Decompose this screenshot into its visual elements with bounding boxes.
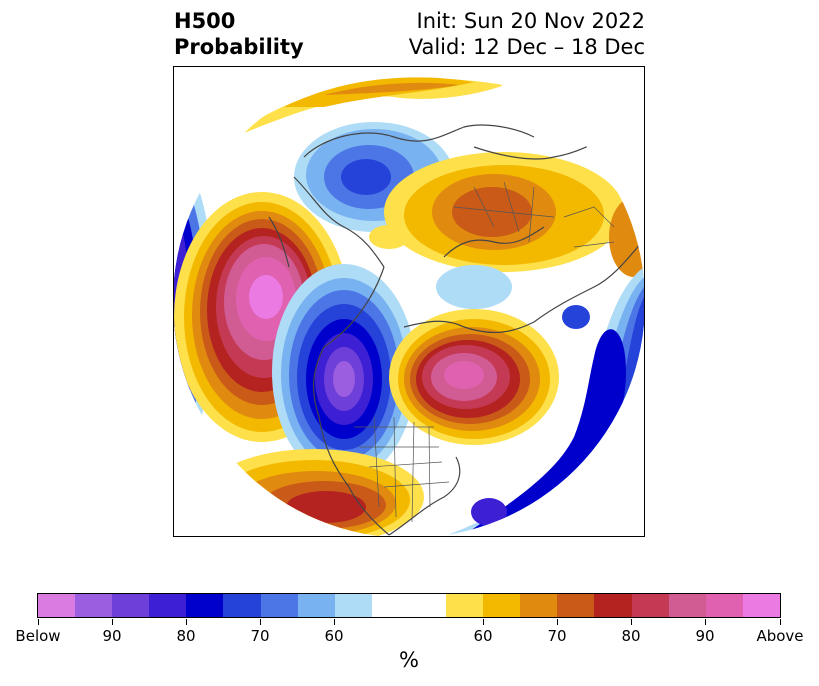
colorbar	[37, 593, 781, 618]
colorbar-tick-label: 60	[324, 627, 344, 645]
probability-map	[174, 67, 644, 536]
colorbar-segment	[260, 594, 298, 617]
valid-range: Valid: 12 Dec – 18 Dec	[408, 35, 645, 59]
colorbar-tick-label: 80	[621, 627, 641, 645]
init-date: Init: Sun 20 Nov 2022	[416, 9, 645, 33]
colorbar-tick	[112, 619, 113, 625]
colorbar-segment	[705, 594, 743, 617]
colorbar-tick	[483, 619, 484, 625]
anomaly-western-na-below	[272, 264, 416, 480]
colorbar-segment	[334, 594, 372, 617]
colorbar-tick-label: Above	[756, 627, 804, 645]
anomaly-arctic-below	[436, 265, 512, 309]
colorbar-tick	[780, 619, 781, 625]
map-panel	[173, 66, 645, 537]
colorbar-segment	[483, 594, 521, 617]
colorbar-segment	[446, 594, 484, 617]
colorbar-segment	[112, 594, 150, 617]
colorbar-tick-label: 80	[176, 627, 196, 645]
colorbar-segment	[186, 594, 224, 617]
colorbar-segment	[631, 594, 669, 617]
colorbar-tick	[631, 619, 632, 625]
political-borders	[354, 181, 615, 523]
colorbar-tick-label: 90	[695, 627, 715, 645]
colorbar-unit: %	[399, 648, 419, 672]
forecast-info: Init: Sun 20 Nov 2022 Valid: 12 Dec – 18…	[409, 8, 645, 60]
anomaly-canada-above	[389, 309, 559, 445]
colorbar-tick	[557, 619, 558, 625]
anomaly-small-above	[369, 225, 409, 249]
colorbar-segment	[520, 594, 558, 617]
map-title: H500 Probability	[174, 8, 304, 60]
colorbar-tick	[705, 619, 706, 625]
colorbar-segment	[742, 594, 780, 617]
colorbar-segment	[223, 594, 261, 617]
colorbar-segment	[75, 594, 113, 617]
colorbar-segment	[371, 594, 447, 617]
colorbar-segment	[38, 594, 76, 617]
coastlines	[268, 124, 643, 536]
anomaly-north-rim-above	[234, 77, 504, 137]
colorbar-tick	[38, 619, 39, 625]
colorbar-tick	[260, 619, 261, 625]
colorbar-segment	[149, 594, 187, 617]
colorbar-tick	[334, 619, 335, 625]
colorbar-tick-label: Below	[15, 627, 61, 645]
colorbar-segment	[668, 594, 706, 617]
title-variable: H500	[174, 9, 236, 33]
colorbar-segment	[594, 594, 632, 617]
colorbar-tick-label: 90	[102, 627, 122, 645]
colorbar-tick-label: 70	[250, 627, 270, 645]
colorbar-segment	[557, 594, 595, 617]
colorbar-tick	[186, 619, 187, 625]
colorbar-tick-label: 60	[473, 627, 493, 645]
colorbar-segment	[297, 594, 335, 617]
colorbar-tick-label: 70	[547, 627, 567, 645]
title-product: Probability	[174, 35, 304, 59]
